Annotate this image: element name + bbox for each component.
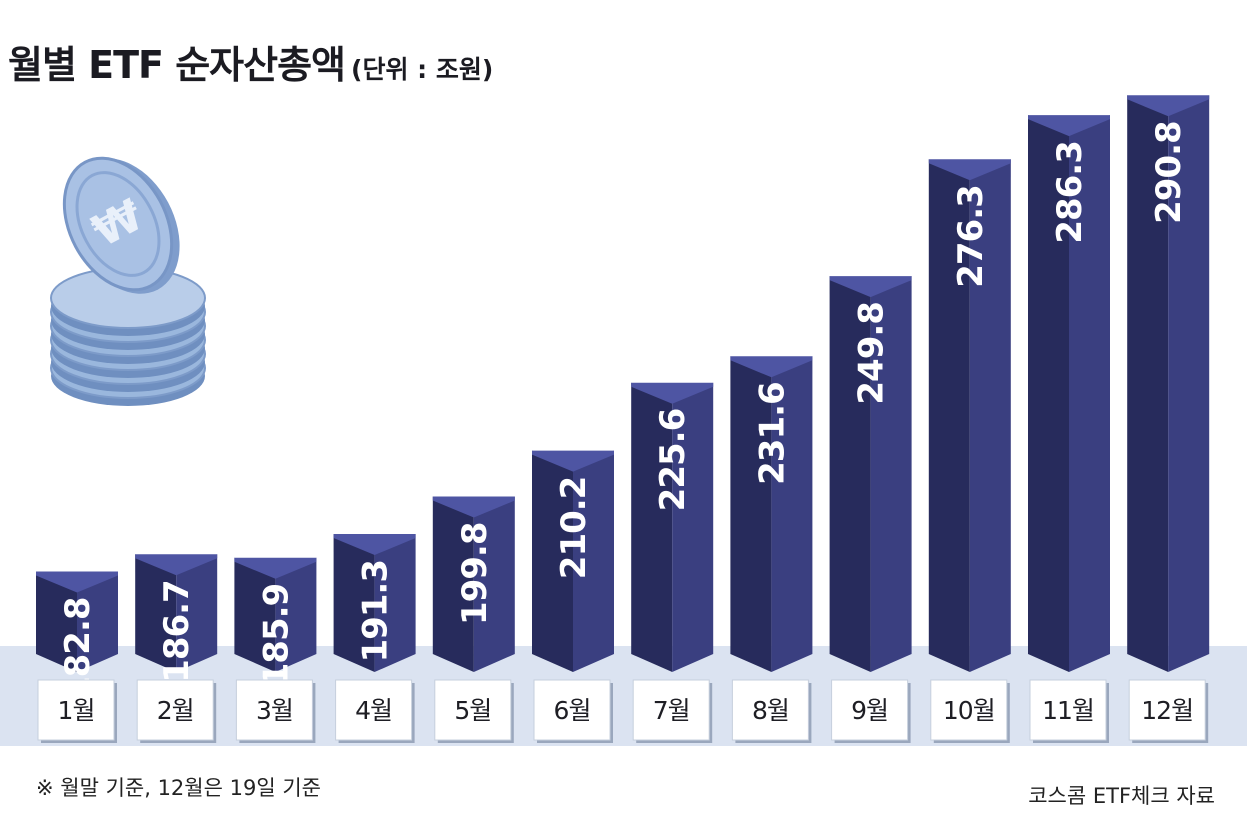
month-label: 2월 (157, 696, 194, 725)
bar-9 (829, 276, 912, 672)
month-label: 12월 (1141, 696, 1193, 725)
bar-front (969, 159, 1011, 673)
month-label: 8월 (752, 696, 789, 725)
value-label: 286.3 (1050, 141, 1090, 244)
bar-top (36, 571, 118, 593)
value-label: 185.9 (256, 584, 296, 687)
bar-12 (1127, 95, 1210, 673)
value-label: 210.2 (554, 477, 594, 580)
month-label: 4월 (355, 696, 392, 725)
month-label: 3월 (256, 696, 293, 725)
chart-title: 월별 ETF 순자산총액 (단위 : 조원) (8, 34, 493, 89)
bar-top (730, 356, 813, 378)
bar-1 (36, 571, 118, 672)
bar-top (1028, 115, 1110, 137)
bar-5 (432, 496, 515, 672)
bar-front (672, 382, 714, 672)
bar-front (1069, 115, 1110, 672)
month-label: 7월 (653, 696, 690, 725)
bar-front (1168, 95, 1210, 673)
value-label: 225.6 (653, 409, 693, 512)
bar-front (176, 554, 218, 672)
bar-top (631, 382, 714, 404)
bar-front (275, 557, 317, 672)
month-box (731, 679, 809, 741)
bar-top (135, 554, 218, 576)
bar-front (374, 533, 416, 672)
bar-top (234, 557, 317, 579)
value-label: 186.7 (157, 580, 197, 683)
value-label: 276.3 (951, 185, 991, 288)
bar-top (333, 533, 416, 555)
month-box (1128, 679, 1206, 741)
bar-front (77, 571, 118, 672)
month-label: 6월 (554, 696, 591, 725)
bar-side (730, 356, 772, 672)
bar-top (432, 496, 515, 518)
bar-front (573, 450, 614, 672)
won-coin-stack-icon: ₩ (50, 156, 206, 406)
bar-side (1028, 115, 1069, 672)
bar-11 (1028, 115, 1110, 672)
value-label: 191.3 (356, 560, 396, 663)
value-label: 249.8 (852, 302, 892, 405)
bar-side (36, 571, 77, 672)
bar-6 (532, 450, 614, 672)
bar-side (234, 557, 276, 672)
bar-front (473, 496, 515, 672)
bar-2 (135, 554, 218, 672)
coin-rim (75, 171, 161, 277)
bar-side (333, 533, 375, 672)
month-box (533, 679, 611, 741)
month-label: 9월 (851, 696, 888, 725)
month-box (632, 679, 710, 741)
month-box (235, 679, 313, 741)
value-label: 231.6 (752, 382, 792, 485)
bar-side (631, 382, 673, 672)
month-box (335, 679, 413, 741)
bar-top (1127, 95, 1210, 117)
bar-side (1127, 95, 1169, 673)
bar-top (829, 276, 912, 298)
bar-3 (234, 557, 317, 672)
month-box (434, 679, 512, 741)
bar-top (532, 450, 614, 472)
bar-side (928, 159, 970, 673)
month-label: 10월 (943, 696, 995, 725)
month-box (1029, 679, 1107, 741)
month-label: 5월 (454, 696, 491, 725)
bar-8 (730, 356, 813, 672)
bar-side (432, 496, 474, 672)
bar-side (532, 450, 573, 672)
month-box (37, 679, 115, 741)
bar-side (135, 554, 177, 672)
bar-10 (928, 159, 1011, 673)
month-box (136, 679, 214, 741)
month-box (930, 679, 1008, 741)
footnote: ※ 월말 기준, 12월은 19일 기준 (36, 776, 321, 800)
month-box (831, 679, 909, 741)
month-label: 11월 (1042, 696, 1094, 725)
bar-4 (333, 533, 416, 672)
bar-front (771, 356, 813, 672)
bar-7 (631, 382, 714, 672)
source-credit: 코스콤 ETF체크 자료 (1028, 784, 1215, 808)
value-label: 290.8 (1149, 121, 1189, 224)
value-label: 199.8 (455, 523, 495, 626)
coin-upright-face (62, 156, 174, 292)
bar-side (829, 276, 871, 672)
unit-text: (단위 : 조원) (351, 55, 494, 84)
bar-front (870, 276, 912, 672)
title-text: 월별 ETF 순자산총액 (8, 43, 346, 87)
month-label: 1월 (58, 696, 95, 725)
bar-top (928, 159, 1011, 181)
